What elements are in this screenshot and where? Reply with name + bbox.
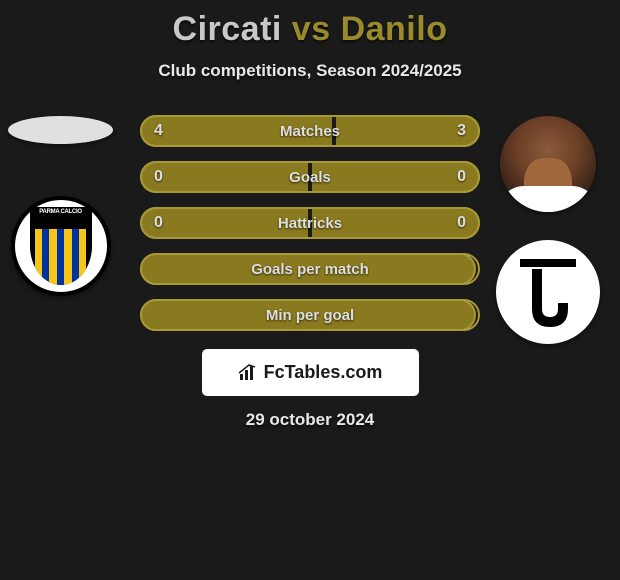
stat-value-left: 0 [154,168,163,186]
right-side [496,116,600,344]
stat-label: Matches [280,123,340,140]
subtitle: Club competitions, Season 2024/2025 [0,61,620,81]
juventus-icon [512,251,584,333]
stat-row: 4 Matches 3 [140,115,480,147]
stat-row: 0 Goals 0 [140,161,480,193]
stat-fill-right [312,161,480,193]
stat-row: Min per goal [140,299,480,331]
stat-value-left: 0 [154,214,163,232]
stat-label: Min per goal [266,307,354,324]
title-vs: vs [292,10,331,48]
left-side: PARMA CALCIO [8,116,113,296]
comparison-arena: PARMA CALCIO 4Matches30Goals00Hattrick [0,111,620,430]
parma-shield-icon: PARMA CALCIO [30,207,92,285]
comparison-title: Circati vs Danilo [0,0,620,49]
stat-row: 0 Hattricks 0 [140,207,480,239]
stats-column: 4 Matches 3 0 Goals 0 0 Hattricks 0 Goals per mat… [140,111,480,331]
watermark: FcTables.com [202,349,419,396]
player1-club-logo: PARMA CALCIO [11,196,111,296]
player2-avatar [500,116,596,212]
stat-label: Goals [289,169,331,186]
stat-value-right: 0 [457,168,466,186]
stat-row: Goals per match [140,253,480,285]
stat-fill-left [140,161,308,193]
player1-avatar [8,116,113,144]
player2-club-logo [496,240,600,344]
date: 29 october 2024 [0,410,620,430]
stat-label: Goals per match [251,261,369,278]
chart-icon [238,364,260,382]
stat-value-right: 3 [457,122,466,140]
stat-label: Hattricks [278,215,342,232]
stat-value-left: 4 [154,122,163,140]
title-player2: Danilo [341,10,448,48]
title-player1: Circati [173,10,282,48]
stat-value-right: 0 [457,214,466,232]
watermark-text: FcTables.com [264,362,383,383]
